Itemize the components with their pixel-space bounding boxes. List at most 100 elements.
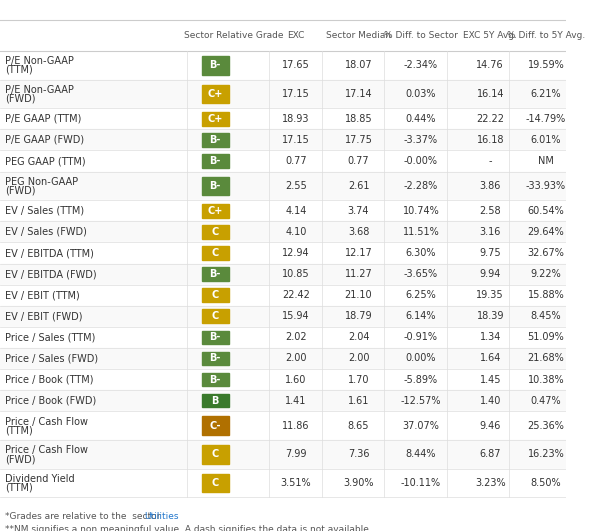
Text: 1.34: 1.34 — [479, 332, 501, 342]
Text: 7.36: 7.36 — [348, 449, 369, 459]
Text: Price / Sales (TTM): Price / Sales (TTM) — [5, 332, 95, 342]
Text: % Diff. to 5Y Avg.: % Diff. to 5Y Avg. — [507, 31, 585, 40]
Text: 29.64%: 29.64% — [528, 227, 564, 237]
Text: EXC 5Y Avg.: EXC 5Y Avg. — [464, 31, 517, 40]
Text: B-: B- — [210, 269, 221, 279]
Text: 18.39: 18.39 — [477, 311, 504, 321]
Text: Price / Cash Flow: Price / Cash Flow — [5, 446, 88, 456]
Text: 0.47%: 0.47% — [531, 396, 561, 406]
Text: 0.44%: 0.44% — [406, 114, 436, 124]
Bar — [202, 204, 229, 218]
Text: 18.79: 18.79 — [345, 311, 372, 321]
Bar — [0, 243, 566, 263]
Text: 7.99: 7.99 — [285, 449, 307, 459]
Text: EV / EBIT (FWD): EV / EBIT (FWD) — [5, 311, 82, 321]
Text: 1.45: 1.45 — [479, 374, 501, 384]
Bar — [202, 225, 229, 239]
Text: C-: C- — [210, 421, 221, 431]
Text: 6.21%: 6.21% — [531, 89, 561, 99]
Text: PEG Non-GAAP: PEG Non-GAAP — [5, 177, 78, 187]
Text: 1.61: 1.61 — [348, 396, 369, 406]
Text: 9.94: 9.94 — [479, 269, 501, 279]
Bar — [0, 440, 566, 469]
Bar — [202, 246, 229, 260]
Bar — [0, 306, 566, 327]
Text: 0.00%: 0.00% — [406, 354, 436, 363]
Text: C: C — [211, 449, 219, 459]
Text: -14.79%: -14.79% — [526, 114, 566, 124]
Bar — [0, 51, 566, 80]
Text: -5.89%: -5.89% — [404, 374, 438, 384]
Text: 10.85: 10.85 — [282, 269, 310, 279]
Text: 21.68%: 21.68% — [528, 354, 564, 363]
Bar — [0, 348, 566, 369]
Text: 9.22%: 9.22% — [531, 269, 561, 279]
Text: -0.00%: -0.00% — [404, 156, 438, 166]
Bar — [0, 411, 566, 440]
Text: B-: B- — [210, 354, 221, 363]
Text: 3.90%: 3.90% — [343, 478, 374, 488]
Text: -33.93%: -33.93% — [526, 181, 566, 191]
Bar — [0, 263, 566, 285]
Bar — [202, 373, 229, 387]
Text: 6.30%: 6.30% — [406, 248, 436, 258]
Text: % Diff. to Sector: % Diff. to Sector — [384, 31, 458, 40]
Text: Sector Median: Sector Median — [326, 31, 391, 40]
Text: EV / Sales (FWD): EV / Sales (FWD) — [5, 227, 87, 237]
Text: 3.16: 3.16 — [479, 227, 501, 237]
Text: C: C — [211, 311, 219, 321]
Bar — [0, 130, 566, 150]
Text: 2.00: 2.00 — [285, 354, 307, 363]
Text: P/E GAAP (TTM): P/E GAAP (TTM) — [5, 114, 81, 124]
Text: Utilities: Utilities — [144, 512, 178, 521]
Text: B-: B- — [210, 374, 221, 384]
Bar — [202, 394, 229, 407]
Text: 3.68: 3.68 — [348, 227, 369, 237]
Text: P/E GAAP (FWD): P/E GAAP (FWD) — [5, 135, 84, 145]
Text: 6.14%: 6.14% — [406, 311, 436, 321]
Text: (TTM): (TTM) — [5, 65, 32, 75]
Text: -3.37%: -3.37% — [404, 135, 438, 145]
Text: 6.01%: 6.01% — [531, 135, 561, 145]
Text: 22.22: 22.22 — [477, 114, 504, 124]
Text: C+: C+ — [208, 206, 223, 216]
Text: 16.23%: 16.23% — [528, 449, 564, 459]
Text: 17.15: 17.15 — [282, 135, 310, 145]
Text: 10.74%: 10.74% — [403, 206, 439, 216]
Text: 17.65: 17.65 — [282, 60, 310, 70]
Text: 3.74: 3.74 — [348, 206, 369, 216]
Text: 2.04: 2.04 — [348, 332, 369, 342]
Text: EV / EBIT (TTM): EV / EBIT (TTM) — [5, 290, 80, 300]
Bar — [0, 390, 566, 411]
Text: C: C — [211, 248, 219, 258]
Text: **NM signifies a non meaningful value. A dash signifies the data is not availabl: **NM signifies a non meaningful value. A… — [5, 525, 372, 531]
Text: 0.03%: 0.03% — [406, 89, 436, 99]
Text: 11.86: 11.86 — [282, 421, 310, 431]
Text: 11.51%: 11.51% — [403, 227, 439, 237]
Text: B-: B- — [210, 135, 221, 145]
Text: 3.51%: 3.51% — [281, 478, 312, 488]
Text: B-: B- — [210, 60, 221, 70]
Text: Dividend Yield: Dividend Yield — [5, 474, 74, 484]
Text: EV / EBITDA (FWD): EV / EBITDA (FWD) — [5, 269, 97, 279]
Bar — [0, 221, 566, 243]
Bar — [202, 112, 229, 126]
Text: B: B — [211, 396, 219, 406]
Text: 15.88%: 15.88% — [528, 290, 564, 300]
Text: 6.25%: 6.25% — [406, 290, 436, 300]
Bar — [202, 445, 229, 464]
Bar — [0, 469, 566, 498]
Text: 12.94: 12.94 — [282, 248, 310, 258]
Text: 9.75: 9.75 — [479, 248, 501, 258]
Bar — [202, 177, 229, 195]
Text: 2.00: 2.00 — [348, 354, 369, 363]
Text: 22.42: 22.42 — [282, 290, 310, 300]
Text: P/E Non-GAAP: P/E Non-GAAP — [5, 56, 74, 66]
Text: B-: B- — [210, 332, 221, 342]
Text: 2.02: 2.02 — [285, 332, 307, 342]
Text: 3.86: 3.86 — [479, 181, 501, 191]
Text: 1.60: 1.60 — [285, 374, 307, 384]
Bar — [0, 200, 566, 221]
Text: 8.65: 8.65 — [348, 421, 369, 431]
Text: 10.38%: 10.38% — [528, 374, 564, 384]
